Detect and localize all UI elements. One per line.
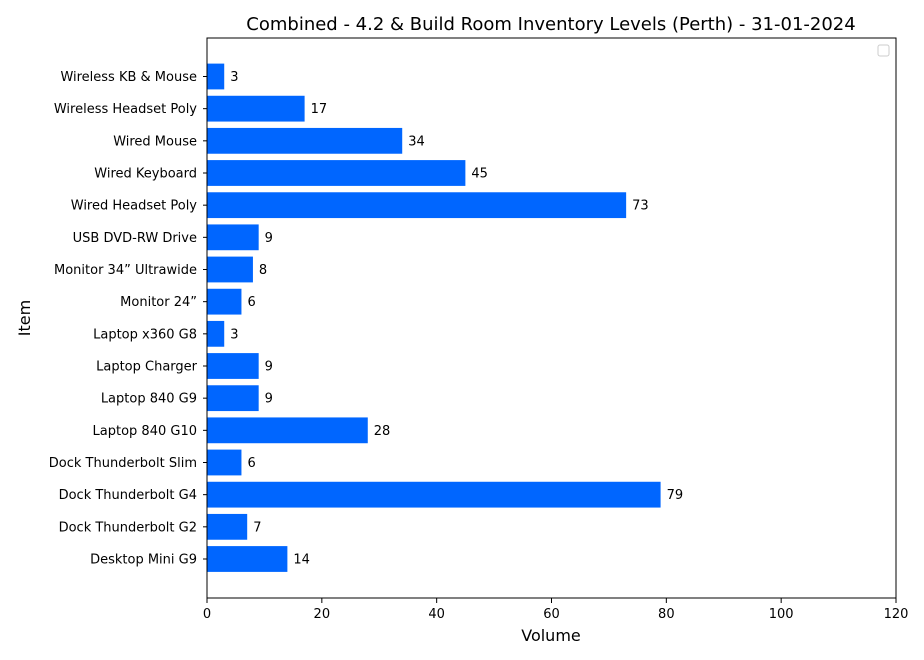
bar xyxy=(207,513,248,540)
y-tick-label: Dock Thunderbolt G2 xyxy=(59,520,197,535)
x-tick-label: 40 xyxy=(428,607,445,622)
y-tick-label: Laptop x360 G8 xyxy=(93,327,197,342)
bar xyxy=(207,449,242,476)
x-tick-label: 60 xyxy=(543,607,560,622)
bar xyxy=(207,288,242,315)
y-tick-label: Wired Keyboard xyxy=(94,167,197,182)
bar-value-label: 14 xyxy=(293,553,310,568)
bar-value-label: 9 xyxy=(265,231,273,246)
bar xyxy=(207,256,253,283)
bar xyxy=(207,320,225,347)
bar xyxy=(207,385,259,412)
y-tick-label: Desktop Mini G9 xyxy=(90,553,197,568)
x-axis-label: Volume xyxy=(521,626,581,645)
bar-value-label: 34 xyxy=(408,134,425,149)
bar-value-label: 6 xyxy=(247,456,255,471)
bar xyxy=(207,353,259,379)
x-tick-label: 100 xyxy=(769,607,794,622)
y-tick-label: Monitor 24” xyxy=(120,295,197,310)
bar-value-label: 7 xyxy=(253,520,261,535)
y-tick-label: Laptop 840 G10 xyxy=(93,424,197,439)
chart-title: Combined - 4.2 & Build Room Inventory Le… xyxy=(246,14,855,35)
bar-value-label: 28 xyxy=(374,424,391,439)
x-tick-label: 20 xyxy=(314,607,331,622)
bar xyxy=(207,95,305,122)
y-tick-label: Laptop 840 G9 xyxy=(101,392,197,407)
legend-box xyxy=(877,44,890,57)
y-axis-label: Item xyxy=(15,300,34,336)
x-tick-label: 120 xyxy=(884,607,909,622)
bar xyxy=(207,127,403,154)
bar xyxy=(207,192,627,219)
x-tick-label: 80 xyxy=(658,607,675,622)
bar xyxy=(207,160,466,186)
y-tick-label: USB DVD-RW Drive xyxy=(73,231,197,246)
bar xyxy=(207,63,225,90)
bar xyxy=(207,417,368,444)
bar-value-label: 3 xyxy=(230,70,238,85)
bar xyxy=(207,546,288,572)
y-tick-label: Wireless KB & Mouse xyxy=(60,70,197,85)
bar-value-label: 6 xyxy=(247,295,255,310)
y-tick-label: Dock Thunderbolt G4 xyxy=(59,488,197,503)
y-tick-labels: Desktop Mini G9 Dock Thunderbolt G2 Dock T… xyxy=(49,70,207,568)
bar-value-label: 9 xyxy=(265,360,273,375)
bar-value-label: 45 xyxy=(471,167,488,182)
x-tick-label: 0 xyxy=(203,607,211,622)
plot-area-frame xyxy=(206,37,897,599)
y-tick-label: Monitor 34” Ultrawide xyxy=(54,263,197,278)
x-ticks: 0 20 40 60 80 100 120 xyxy=(203,598,909,622)
y-tick-label: Laptop Charger xyxy=(96,360,198,375)
bar-value-label: 9 xyxy=(265,392,273,407)
bar xyxy=(207,481,661,508)
bar-value-label: 3 xyxy=(230,327,238,342)
bar xyxy=(207,224,259,251)
bar-value-label: 73 xyxy=(632,199,649,214)
bar-value-label: 79 xyxy=(667,488,684,503)
y-tick-label: Wireless Headset Poly xyxy=(54,102,197,117)
bars-group xyxy=(207,63,661,572)
y-tick-label: Wired Mouse xyxy=(113,134,197,149)
value-labels: 14 7 79 6 28 9 9 3 6 8 9 73 45 34 17 3 xyxy=(230,70,683,568)
y-tick-label: Dock Thunderbolt Slim xyxy=(49,456,197,471)
bar-value-label: 8 xyxy=(259,263,267,278)
bar-value-label: 17 xyxy=(311,102,328,117)
y-tick-label: Wired Headset Poly xyxy=(71,199,198,214)
